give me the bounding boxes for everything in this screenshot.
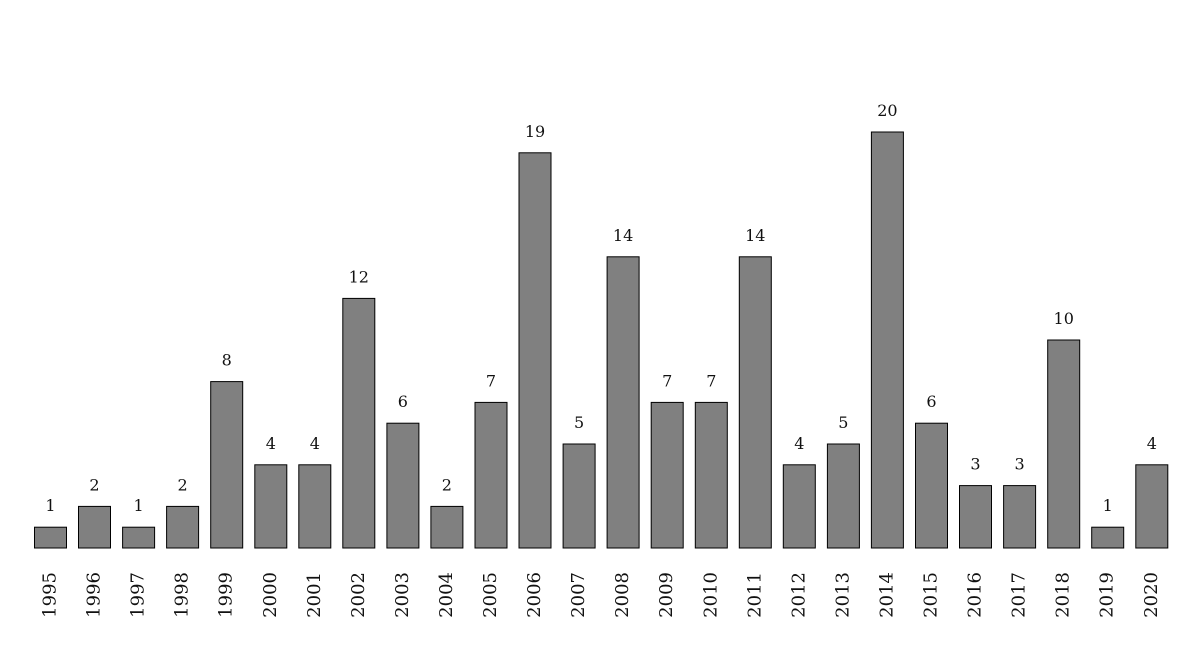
x-tick-label-2016: 2016 — [965, 572, 986, 618]
value-label-1995: 1 — [45, 496, 55, 515]
bar-2012 — [782, 464, 816, 549]
bar-2016 — [959, 485, 992, 549]
x-tick-label-2005: 2005 — [480, 572, 501, 618]
bar-2019 — [1091, 526, 1125, 549]
bar-1998 — [166, 505, 200, 549]
x-tick-label-2004: 2004 — [436, 572, 457, 618]
bar-2015 — [915, 422, 948, 549]
value-label-2018: 10 — [1054, 309, 1074, 328]
value-label-2005: 7 — [486, 371, 496, 390]
bar-2011 — [738, 256, 772, 549]
bar-2014 — [870, 131, 904, 549]
bar-2006 — [518, 152, 552, 549]
value-label-2000: 4 — [266, 434, 276, 453]
x-tick-label-2002: 2002 — [348, 572, 369, 618]
x-tick-label-2014: 2014 — [876, 572, 897, 618]
value-label-2006: 19 — [525, 122, 545, 141]
value-label-2009: 7 — [662, 371, 672, 390]
bar-1997 — [122, 526, 156, 549]
bar-2010 — [694, 401, 728, 549]
x-tick-label-1996: 1996 — [84, 572, 105, 618]
x-tick-label-2011: 2011 — [744, 572, 765, 618]
bar-2017 — [1003, 485, 1037, 549]
x-tick-label-2010: 2010 — [700, 572, 721, 618]
x-tick-label-2003: 2003 — [392, 572, 413, 618]
value-label-2019: 1 — [1103, 496, 1113, 515]
value-label-2020: 4 — [1147, 434, 1157, 453]
value-label-2015: 6 — [926, 392, 936, 411]
x-tick-label-2019: 2019 — [1097, 572, 1118, 618]
bar-1999 — [210, 381, 244, 549]
x-tick-label-2015: 2015 — [921, 572, 942, 618]
x-tick-labels-group: 1995 1996 1997 1998 1999 2000 2001 2002 2003 2004… — [40, 572, 1162, 618]
value-label-1998: 2 — [178, 475, 188, 494]
value-label-2008: 14 — [613, 226, 633, 245]
value-label-2002: 12 — [349, 267, 369, 286]
bar-2005 — [474, 401, 508, 549]
value-label-2011: 14 — [745, 226, 765, 245]
bar-2013 — [826, 443, 860, 549]
value-label-2012: 4 — [794, 434, 804, 453]
x-tick-label-2012: 2012 — [788, 572, 809, 618]
x-tick-label-1998: 1998 — [172, 572, 193, 618]
value-label-2014: 20 — [877, 101, 897, 120]
x-tick-label-2007: 2007 — [568, 572, 589, 618]
bar-2003 — [386, 422, 420, 549]
bar-2008 — [606, 256, 640, 549]
value-label-2003: 6 — [398, 392, 408, 411]
value-label-2016: 3 — [970, 455, 980, 474]
value-label-2013: 5 — [838, 413, 848, 432]
x-tick-label-2006: 2006 — [524, 572, 545, 618]
bars-group — [34, 131, 1169, 549]
value-label-2004: 2 — [442, 475, 452, 494]
bar-2020 — [1135, 464, 1169, 549]
bar-1996 — [78, 505, 111, 549]
x-tick-label-2018: 2018 — [1053, 572, 1074, 618]
bar-2002 — [342, 297, 376, 549]
bar-2009 — [650, 401, 684, 549]
value-label-1997: 1 — [134, 496, 144, 515]
value-label-2007: 5 — [574, 413, 584, 432]
x-tick-label-1997: 1997 — [128, 572, 149, 618]
bar-2007 — [562, 443, 596, 549]
x-tick-label-2009: 2009 — [656, 572, 677, 618]
bar-2004 — [430, 505, 464, 549]
value-label-1999: 8 — [222, 351, 232, 370]
x-tick-label-2008: 2008 — [612, 572, 633, 618]
x-tick-label-2000: 2000 — [260, 572, 281, 618]
x-tick-label-2020: 2020 — [1141, 572, 1162, 618]
value-label-1996: 2 — [89, 475, 99, 494]
x-tick-label-2001: 2001 — [304, 572, 325, 618]
x-tick-label-2017: 2017 — [1009, 572, 1030, 618]
value-label-2017: 3 — [1015, 455, 1025, 474]
x-tick-label-1995: 1995 — [40, 572, 61, 618]
x-tick-label-2013: 2013 — [832, 572, 853, 618]
bar-1995 — [34, 526, 67, 549]
value-label-2010: 7 — [706, 371, 716, 390]
bar-2018 — [1047, 339, 1081, 549]
bar-2000 — [254, 464, 288, 549]
bar-2001 — [298, 464, 332, 549]
value-label-2001: 4 — [310, 434, 320, 453]
x-tick-label-1999: 1999 — [216, 572, 237, 618]
